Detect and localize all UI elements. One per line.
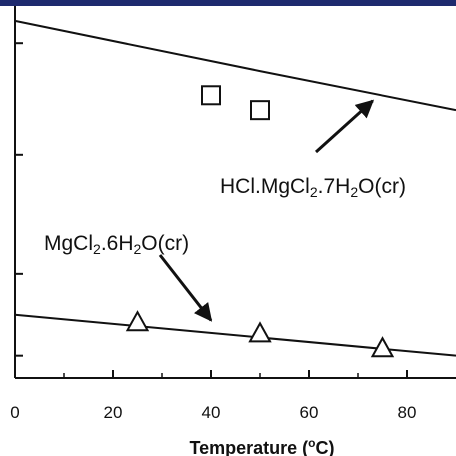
x-axis-label: Temperature (oC) [189, 436, 334, 456]
x-tick-label: 20 [104, 403, 123, 422]
x-tick-label: 60 [300, 403, 319, 422]
x-tick-label: 0 [10, 403, 19, 422]
annotation-label: HCl.MgCl2.7H2O(cr) [220, 175, 406, 200]
square-marker [201, 85, 221, 106]
top-frame-border [0, 0, 456, 6]
x-tick-label: 80 [398, 403, 417, 422]
annotation-arrow [158, 254, 213, 322]
square-marker [250, 100, 270, 121]
fit-line [14, 19, 456, 112]
annotation-arrow [314, 99, 375, 154]
annotations: HCl.MgCl2.7H2O(cr) MgCl2.6H2O(cr) [44, 99, 406, 322]
triangle-marker [125, 310, 150, 332]
axes: 0 20 40 60 80 [10, 6, 456, 422]
triangle-marker [370, 336, 395, 358]
triangle-marker [248, 321, 272, 343]
data-markers [125, 85, 395, 358]
annotation-label: MgCl2.6H2O(cr) [44, 232, 189, 257]
x-tick-label: 40 [202, 403, 221, 422]
